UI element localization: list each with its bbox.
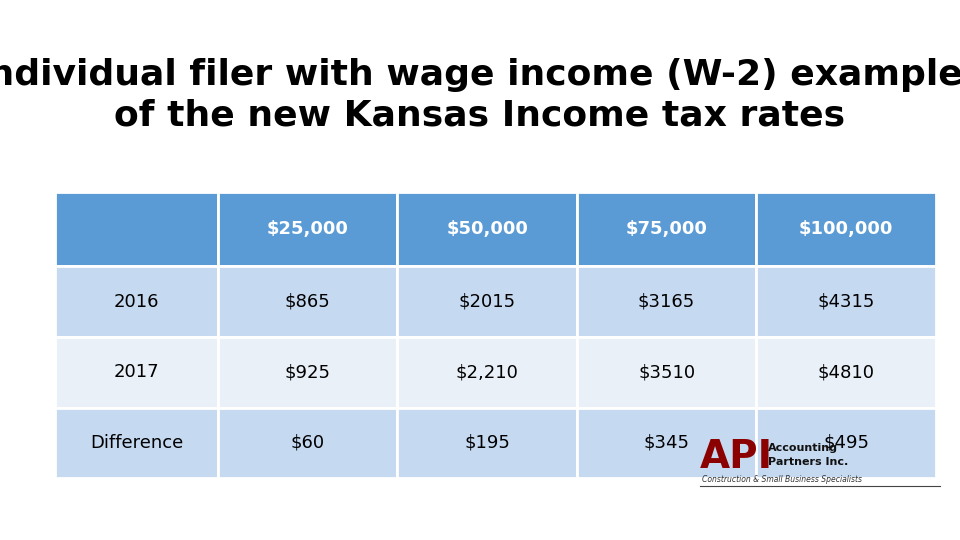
Text: $345: $345: [643, 434, 689, 452]
Text: $100,000: $100,000: [799, 220, 894, 238]
Text: $25,000: $25,000: [267, 220, 348, 238]
Text: $2015: $2015: [459, 293, 516, 310]
Bar: [397, 266, 577, 337]
Bar: [55, 337, 218, 408]
Text: 2016: 2016: [113, 293, 159, 310]
Text: $195: $195: [464, 434, 510, 452]
Text: $60: $60: [291, 434, 324, 452]
Text: $2,210: $2,210: [456, 363, 518, 381]
Text: API: API: [700, 438, 773, 476]
Bar: [218, 408, 397, 478]
Text: Construction & Small Business Specialists: Construction & Small Business Specialist…: [702, 476, 862, 484]
Bar: [756, 337, 936, 408]
Bar: [397, 192, 577, 266]
Text: $865: $865: [285, 293, 330, 310]
Text: $3165: $3165: [638, 293, 695, 310]
Text: Individual filer with wage income (W-2) examples
of the new Kansas Income tax ra: Individual filer with wage income (W-2) …: [0, 58, 960, 132]
Bar: [577, 408, 756, 478]
Bar: [218, 192, 397, 266]
Text: 2017: 2017: [113, 363, 159, 381]
Text: $75,000: $75,000: [626, 220, 708, 238]
Bar: [577, 192, 756, 266]
Text: $495: $495: [823, 434, 869, 452]
Text: $50,000: $50,000: [446, 220, 528, 238]
Bar: [577, 266, 756, 337]
Bar: [397, 337, 577, 408]
Text: $4810: $4810: [818, 363, 875, 381]
Bar: [397, 408, 577, 478]
Bar: [756, 408, 936, 478]
Bar: [577, 337, 756, 408]
Bar: [218, 337, 397, 408]
Bar: [55, 192, 218, 266]
Text: $925: $925: [284, 363, 330, 381]
Bar: [756, 266, 936, 337]
Bar: [55, 408, 218, 478]
Text: Accounting
Partners Inc.: Accounting Partners Inc.: [768, 443, 849, 467]
Text: $4315: $4315: [817, 293, 875, 310]
Bar: [218, 266, 397, 337]
Bar: [756, 192, 936, 266]
Text: Difference: Difference: [90, 434, 183, 452]
Text: $3510: $3510: [638, 363, 695, 381]
Bar: [55, 266, 218, 337]
